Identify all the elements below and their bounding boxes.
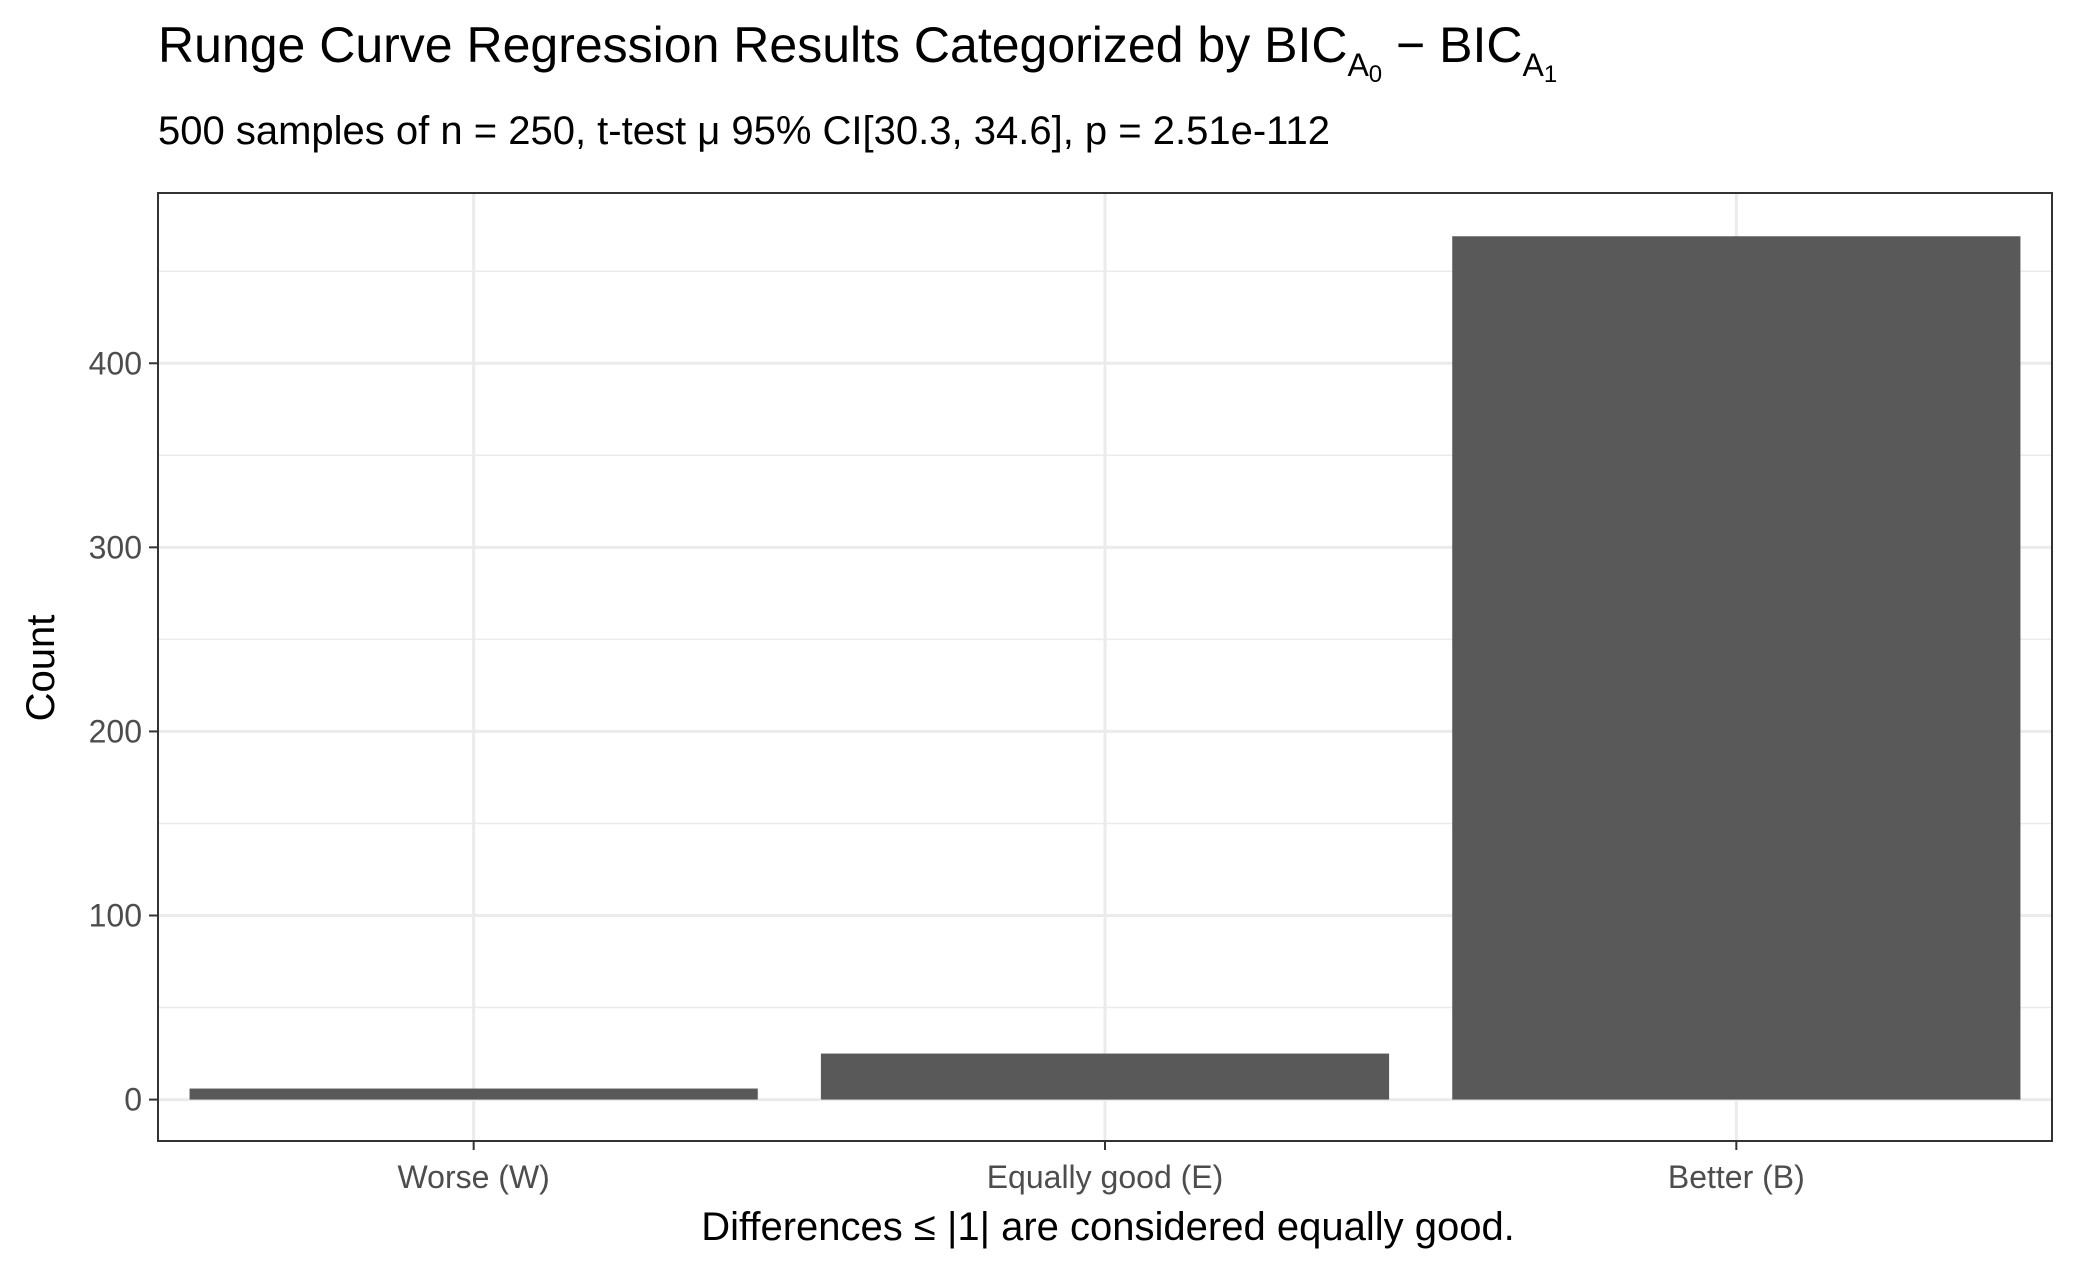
title-sub-a1: A bbox=[1523, 47, 1545, 83]
x-axis-label: Differences ≤ |1| are considered equally… bbox=[701, 1205, 1515, 1249]
bar-2 bbox=[820, 1053, 1390, 1100]
title-subsub-1: 1 bbox=[1544, 61, 1557, 88]
y-tick-label-400: 400 bbox=[89, 345, 142, 381]
y-axis-label: Count bbox=[19, 615, 63, 722]
bar-3 bbox=[1452, 236, 2021, 1100]
y-tick-label-0: 0 bbox=[124, 1082, 142, 1118]
chart-title: Runge Curve Regression Results Categoriz… bbox=[158, 17, 1557, 88]
plot-area: 0 100 200 300 400 Worse (W) Equally good (E) Be… bbox=[89, 192, 2053, 1195]
y-tick-label-200: 200 bbox=[89, 713, 142, 749]
bar-1 bbox=[189, 1088, 758, 1100]
x-tick-label-1: Worse (W) bbox=[398, 1159, 550, 1195]
chart-subtitle: 500 samples of n = 250, t-test μ 95% CI[… bbox=[158, 109, 1330, 153]
title-sub-a0: A bbox=[1347, 47, 1369, 83]
y-tick-label-300: 300 bbox=[89, 529, 142, 565]
y-tick-label-100: 100 bbox=[89, 898, 142, 934]
x-tick-label-3: Better (B) bbox=[1668, 1159, 1805, 1195]
title-subsub-0: 0 bbox=[1369, 61, 1382, 88]
title-main: Runge Curve Regression Results Categoriz… bbox=[158, 17, 1347, 73]
x-tick-label-2: Equally good (E) bbox=[987, 1159, 1224, 1195]
title-minus-bic: − BIC bbox=[1382, 17, 1522, 73]
